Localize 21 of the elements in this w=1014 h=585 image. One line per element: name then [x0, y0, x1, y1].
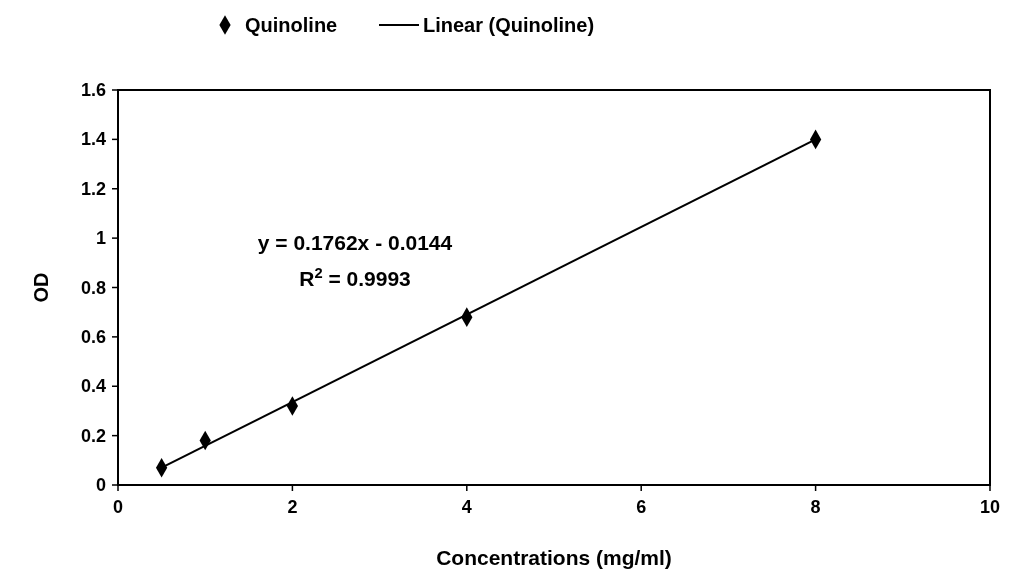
y-tick-label: 1.4	[80, 129, 106, 150]
y-tick-label: 0.6	[80, 326, 106, 347]
annotation: y = 0.1762x - 0.0144	[257, 231, 453, 254]
y-axis-title: OD	[30, 272, 52, 303]
x-tick-label: 0	[112, 497, 124, 517]
y-tick-label: 0.8	[80, 277, 106, 298]
x-tick-label: 6	[636, 497, 647, 517]
x-tick-label: 8	[810, 497, 821, 517]
y-tick-label: 1	[95, 228, 106, 249]
x-axis-title: Concentrations (mg/ml)	[436, 546, 672, 569]
annotation: R$^{2}$ = 0.9993	[299, 265, 411, 290]
x-tick-label: 4	[461, 497, 472, 517]
y-tick-label: 1.6	[80, 80, 106, 100]
x-tick-label: 10	[979, 497, 1001, 517]
y-tick-label: 0.2	[80, 425, 106, 446]
y-tick-label: 0.4	[80, 376, 106, 397]
legend-label: Linear (Quinoline)	[423, 14, 595, 36]
y-tick-label: 1.2	[80, 178, 106, 199]
legend-label: Quinoline	[245, 14, 338, 36]
x-tick-label: 2	[287, 497, 298, 517]
y-tick-label: 0	[95, 475, 106, 495]
